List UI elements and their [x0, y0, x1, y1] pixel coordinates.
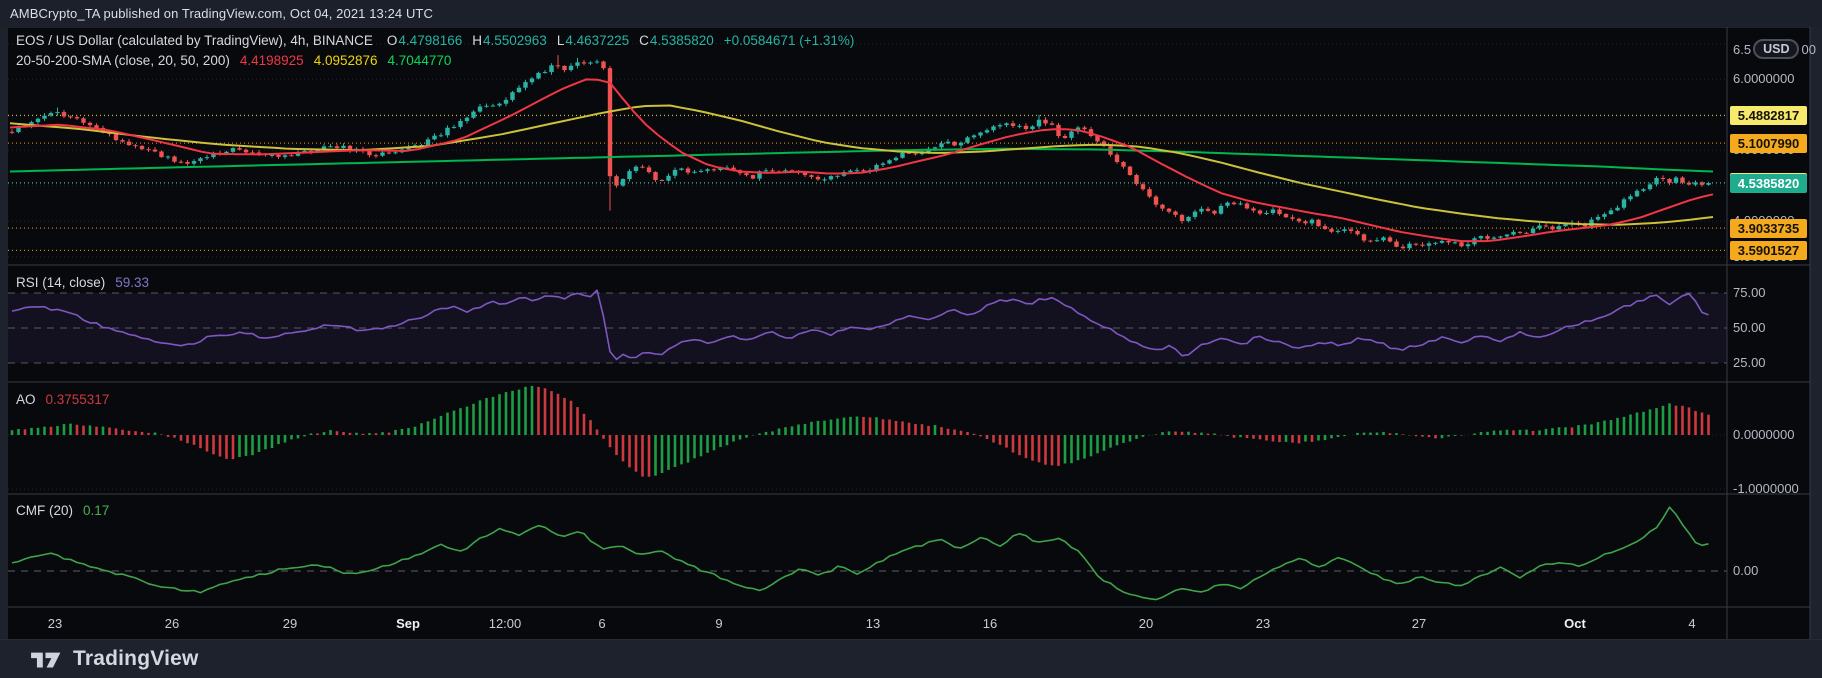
low-value: 4.4637225: [565, 33, 630, 48]
footer-brand[interactable]: TradingView: [73, 647, 199, 670]
header-bar: AMBCrypto_TA published on TradingView.co…: [0, 0, 1822, 27]
sma200-value: 4.7044770: [387, 53, 452, 68]
open-label: O: [386, 33, 398, 48]
sma-legend[interactable]: 20-50-200-SMA (close, 20, 50, 200) 4.419…: [16, 53, 451, 68]
high-label: H: [472, 33, 482, 48]
low-label: L: [556, 33, 565, 48]
sma20-value: 4.4198925: [239, 53, 304, 68]
symbol-title: EOS / US Dollar (calculated by TradingVi…: [16, 33, 373, 48]
rsi-value: 59.33: [115, 275, 150, 290]
symbol-legend[interactable]: EOS / US Dollar (calculated by TradingVi…: [16, 33, 854, 48]
tradingview-logo[interactable]: [30, 648, 62, 670]
ao-legend[interactable]: AO 0.3755317: [16, 392, 109, 407]
ao-value: 0.3755317: [45, 392, 110, 407]
currency-button[interactable]: USD: [1753, 39, 1800, 59]
rsi-title: RSI (14, close): [16, 275, 106, 290]
change-value: +0.0584671 (+1.31%): [723, 33, 855, 48]
high-value: 4.5502963: [483, 33, 547, 48]
close-value: 4.5385820: [649, 33, 714, 48]
cmf-value: 0.17: [83, 503, 110, 518]
close-label: C: [639, 33, 649, 48]
open-value: 4.4798166: [398, 33, 463, 48]
ohlc-low: L4.4637225: [557, 33, 629, 48]
footer-bar: TradingView: [0, 639, 1822, 678]
sma50-value: 4.0952876: [313, 53, 378, 68]
ohlc-open: O4.4798166: [387, 33, 462, 48]
sma-title: 20-50-200-SMA (close, 20, 50, 200): [16, 53, 230, 68]
ohlc-high: H4.5502963: [472, 33, 547, 48]
ao-title: AO: [16, 392, 36, 407]
ohlc-close: C4.5385820: [639, 33, 714, 48]
header-title: AMBCrypto_TA published on TradingView.co…: [10, 6, 433, 21]
cmf-legend[interactable]: CMF (20) 0.17: [16, 503, 109, 518]
rsi-legend[interactable]: RSI (14, close) 59.33: [16, 275, 149, 290]
cmf-title: CMF (20): [16, 503, 73, 518]
